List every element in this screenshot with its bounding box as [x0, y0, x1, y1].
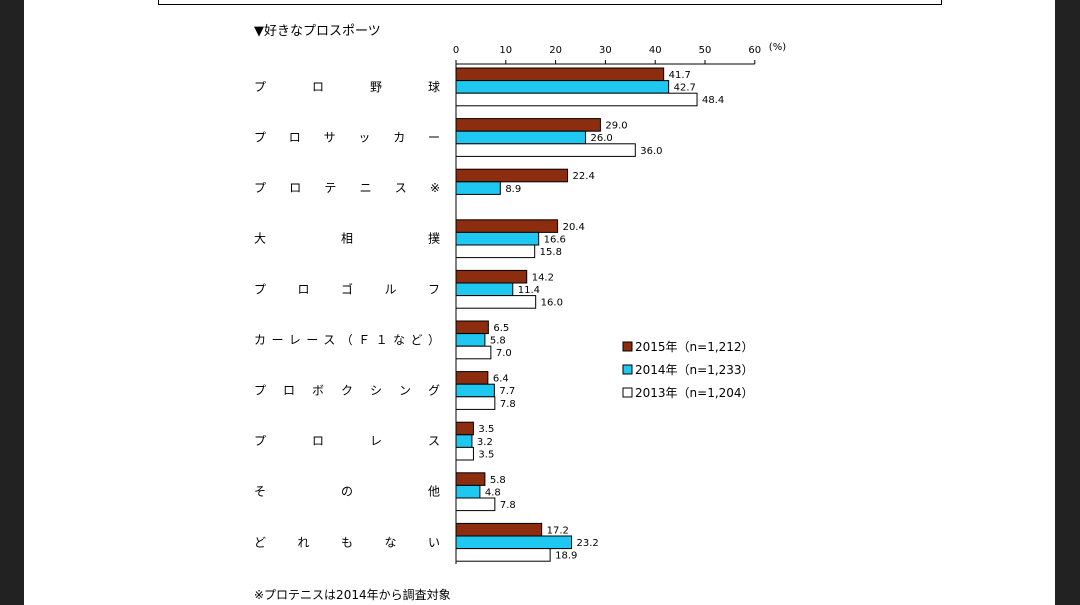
bar	[455, 219, 559, 233]
legend-swatch	[622, 387, 633, 398]
unit-label: (%)	[769, 42, 786, 53]
data-label: 8.9	[505, 184, 521, 195]
bar	[455, 168, 569, 183]
bar	[455, 80, 670, 94]
data-label: 7.8	[500, 399, 516, 410]
bar	[455, 320, 489, 335]
bar	[455, 484, 481, 499]
data-label: 14.2	[532, 272, 554, 283]
data-label: 3.5	[478, 449, 494, 460]
data-label: 5.8	[490, 475, 506, 486]
bar	[455, 421, 474, 436]
bar	[455, 345, 492, 360]
data-label: 7.0	[496, 348, 512, 359]
left-dark-margin	[0, 0, 24, 605]
bar	[455, 269, 528, 284]
bar	[455, 333, 486, 347]
bar	[455, 371, 489, 385]
data-label: 4.8	[485, 487, 501, 498]
legend-label: 2014年（n=1,233）	[635, 363, 754, 377]
category-label: プロサッカー	[254, 131, 440, 145]
category-label: カーレース（Ｆ１など）	[254, 333, 440, 347]
data-label: 36.0	[640, 146, 662, 157]
data-label: 18.9	[555, 551, 577, 562]
data-label: 3.2	[477, 437, 493, 448]
category-label: プロボクシング	[254, 384, 440, 398]
data-label: 29.0	[605, 121, 627, 132]
category-label: どれもない	[254, 535, 440, 549]
data-label: 20.4	[563, 222, 585, 233]
data-label: 42.7	[674, 83, 696, 94]
data-label: 5.8	[490, 336, 506, 347]
data-label: 6.5	[493, 323, 509, 334]
data-label: 7.7	[499, 386, 515, 397]
data-label: 41.7	[669, 70, 691, 81]
legend-label: 2013年（n=1,204）	[635, 386, 754, 400]
legend-swatch	[622, 341, 633, 352]
legend-label: 2015年（n=1,212）	[635, 340, 754, 354]
data-label: 16.0	[541, 298, 563, 309]
bar	[455, 535, 573, 550]
data-label: 22.4	[573, 171, 595, 182]
category-label: その他	[254, 485, 440, 499]
bar	[455, 181, 501, 195]
x-tick-label: 40	[649, 45, 662, 56]
bar	[455, 383, 495, 398]
category-label: プロテニス※	[254, 181, 440, 195]
x-tick-label: 60	[748, 45, 761, 56]
data-label: 11.4	[518, 285, 540, 296]
bar	[455, 446, 474, 461]
x-tick-label: 50	[699, 45, 712, 56]
x-tick-label: 30	[599, 45, 612, 56]
chart-title: ▼好きなプロスポーツ	[254, 24, 381, 39]
chart-footnote: ※プロテニスは2014年から調査対象	[254, 588, 451, 602]
bar	[455, 548, 551, 562]
x-tick-label: 10	[499, 45, 512, 56]
data-label: 7.8	[500, 500, 516, 511]
bar	[455, 92, 698, 107]
category-label: プロレス	[254, 434, 440, 448]
data-label: 15.8	[540, 247, 562, 258]
bar	[455, 522, 543, 537]
bar	[455, 497, 496, 512]
bar	[455, 143, 636, 157]
data-label: 23.2	[577, 538, 599, 549]
bar	[455, 244, 536, 259]
bar	[455, 396, 496, 410]
data-label: 3.5	[478, 424, 494, 435]
right-dark-margin	[1055, 0, 1080, 605]
data-label: 6.4	[493, 374, 509, 385]
x-tick-label: 20	[549, 45, 562, 56]
data-label: 26.0	[590, 133, 612, 144]
category-label: プロゴルフ	[254, 281, 440, 296]
top-frame-border	[158, 0, 942, 5]
bar	[455, 231, 540, 246]
bar	[455, 282, 514, 297]
bar	[455, 434, 473, 448]
category-label: プロ野球	[254, 80, 440, 94]
bar	[455, 472, 486, 486]
bar	[455, 118, 601, 132]
bar	[455, 67, 665, 82]
bar	[455, 130, 586, 145]
legend-swatch	[622, 364, 633, 375]
bar	[455, 295, 537, 309]
x-tick-label: 0	[453, 45, 459, 56]
data-label: 48.4	[702, 95, 724, 106]
data-label: 16.6	[544, 234, 566, 245]
category-label: 大相撲	[254, 231, 440, 246]
data-label: 17.2	[547, 525, 569, 536]
